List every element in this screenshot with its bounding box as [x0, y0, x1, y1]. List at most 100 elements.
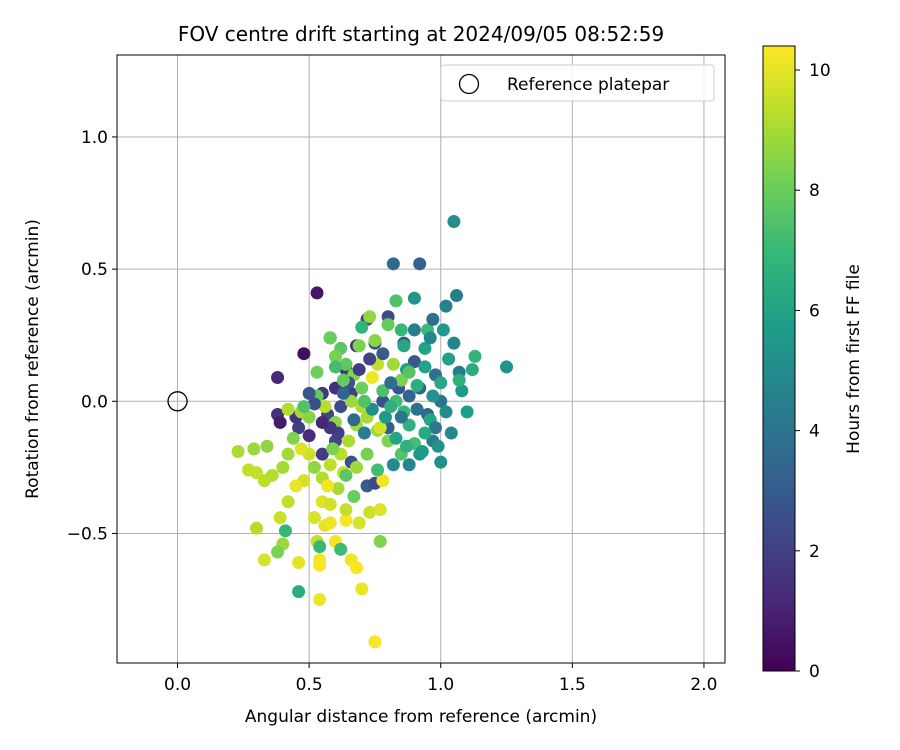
data-point: [260, 439, 274, 453]
data-point: [273, 511, 287, 525]
data-point: [376, 384, 390, 398]
data-point: [386, 357, 400, 371]
plot-frame: [116, 54, 726, 664]
data-point: [357, 426, 371, 440]
colorbar-gradient: [762, 45, 796, 672]
data-point: [365, 402, 379, 416]
data-point: [249, 521, 263, 535]
data-point: [286, 431, 300, 445]
data-point: [389, 431, 403, 445]
data-point: [394, 323, 408, 337]
data-point: [447, 215, 461, 229]
y-axis-label: Rotation from reference (arcmin): [23, 219, 43, 499]
data-point: [323, 331, 337, 345]
data-point: [307, 460, 321, 474]
data-point: [271, 545, 285, 559]
gridlines: [117, 55, 725, 663]
data-point: [352, 516, 366, 530]
data-point: [302, 410, 316, 424]
plot-background: [117, 55, 725, 663]
data-point: [436, 323, 450, 337]
y-tick-label: 1.0: [81, 128, 108, 148]
colorbar-label: Hours from first FF file: [844, 264, 864, 454]
data-point: [302, 386, 316, 400]
data-point: [407, 355, 421, 369]
data-point: [394, 373, 408, 387]
data-point: [426, 312, 440, 326]
plot-area: 0.0 0.5 1.0 1.5 2.0 −0.5 0.0 0.5 1.0: [67, 54, 726, 695]
data-point: [452, 373, 466, 387]
data-point: [313, 558, 327, 572]
data-point: [418, 426, 432, 440]
data-point: [384, 400, 398, 414]
data-point: [310, 286, 324, 300]
data-point: [336, 386, 350, 400]
colorbar-tick-label: 4: [809, 422, 820, 442]
data-point: [321, 479, 335, 493]
data-point: [344, 394, 358, 408]
data-point: [294, 442, 308, 456]
data-point: [328, 360, 342, 374]
legend-box: [440, 64, 715, 102]
data-point: [336, 373, 350, 387]
data-point: [257, 553, 271, 567]
data-point: [352, 339, 366, 353]
data-point: [428, 421, 442, 435]
data-point: [439, 405, 453, 419]
data-point: [350, 561, 364, 575]
data-point: [386, 458, 400, 472]
data-point: [410, 378, 424, 392]
colorbar-tick-label: 8: [809, 181, 820, 201]
data-point: [450, 289, 464, 303]
data-point: [231, 445, 245, 459]
data-point: [339, 357, 353, 371]
data-point: [389, 294, 403, 308]
data-point: [313, 593, 327, 607]
data-point: [281, 402, 295, 416]
data-point: [350, 460, 364, 474]
data-point: [273, 415, 287, 429]
data-point: [444, 426, 458, 440]
data-point: [339, 503, 353, 517]
data-point: [242, 463, 256, 477]
x-axis-ticks: 0.0 0.5 1.0 1.5 2.0: [164, 663, 717, 695]
x-tick-label: 0.0: [164, 675, 191, 695]
data-point: [378, 410, 392, 424]
data-point: [355, 381, 369, 395]
data-point: [339, 468, 353, 482]
data-point: [371, 463, 385, 477]
x-tick-label: 0.5: [296, 675, 323, 695]
data-point: [281, 447, 295, 461]
data-point: [407, 323, 421, 337]
data-point: [307, 511, 321, 525]
data-point: [468, 349, 482, 363]
data-point: [447, 336, 461, 350]
colorbar-tick-label: 6: [809, 301, 820, 321]
colorbar-tick-label: 2: [809, 542, 820, 562]
data-point: [415, 445, 429, 459]
data-point: [360, 447, 374, 461]
data-point: [423, 331, 437, 345]
data-point: [381, 318, 395, 332]
data-point: [257, 474, 271, 488]
chart-title: FOV centre drift starting at 2024/09/05 …: [178, 22, 664, 46]
data-point: [365, 371, 379, 385]
data-point: [368, 333, 382, 347]
data-point: [331, 482, 345, 496]
data-point: [342, 434, 356, 448]
data-point: [297, 347, 311, 361]
data-point: [426, 389, 440, 403]
data-point: [334, 400, 348, 414]
data-point: [315, 415, 329, 429]
data-point: [373, 421, 387, 435]
x-tick-label: 2.0: [690, 675, 717, 695]
data-point: [339, 513, 353, 527]
y-tick-label: 0.5: [81, 260, 108, 280]
data-point: [434, 455, 448, 469]
data-points: [231, 215, 514, 649]
data-point: [271, 371, 285, 385]
data-point: [302, 429, 316, 443]
data-point: [347, 413, 361, 427]
data-point: [386, 257, 400, 271]
